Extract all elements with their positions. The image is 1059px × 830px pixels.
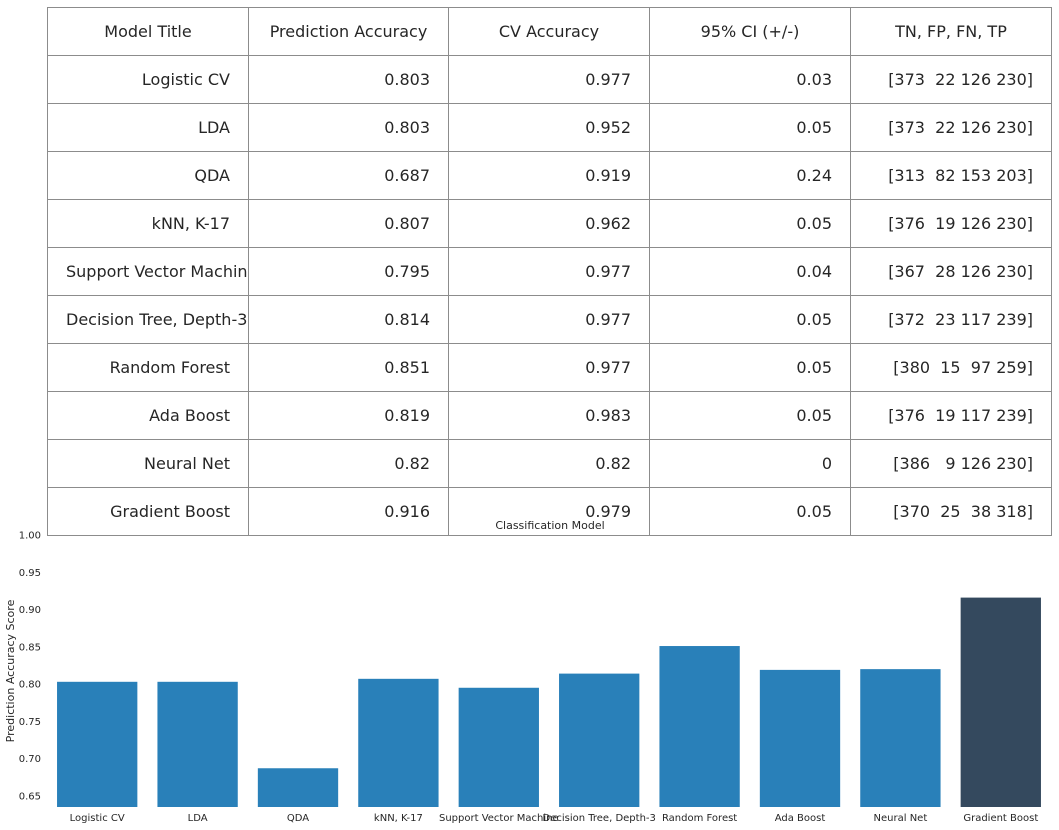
table-cell: [370 25 38 318]	[850, 487, 1052, 536]
table-cell: 0.82	[448, 439, 650, 488]
table-cell: [372 23 117 239]	[850, 295, 1052, 344]
table-cell: 0.05	[649, 343, 851, 392]
x-tick-label: Random Forest	[662, 813, 737, 824]
y-tick-labels: 0.65 0.70 0.75 0.80 0.85 0.90 0.95 1.00	[19, 531, 41, 803]
table-cell: 0.952	[448, 103, 650, 152]
table-cell: 0.04	[649, 247, 851, 296]
table-cell: LDA	[47, 103, 249, 152]
y-tick-label: 0.80	[19, 680, 41, 691]
table-cell: [373 22 126 230]	[850, 55, 1052, 104]
y-tick-label: 0.75	[19, 717, 41, 728]
table-row: QDA 0.687 0.919 0.24 [313 82 153 203]	[47, 151, 1052, 200]
y-tick-label: 0.70	[19, 754, 41, 765]
table-cell: 0.795	[248, 247, 449, 296]
table-cell: Random Forest	[47, 343, 249, 392]
results-table: Model Title Prediction Accuracy CV Accurac…	[47, 7, 1052, 536]
column-header: CV Accuracy	[448, 7, 650, 56]
table-cell: Ada Boost	[47, 391, 249, 440]
bar	[759, 669, 841, 807]
x-tick-label: Decision Tree, Depth-3	[543, 813, 656, 824]
x-tick-label: QDA	[287, 813, 309, 824]
table-cell: Decision Tree, Depth-3	[47, 295, 249, 344]
table-row: kNN, K-17 0.807 0.962 0.05 [376 19 126 230]	[47, 199, 1052, 248]
table-cell: Gradient Boost	[47, 487, 249, 536]
table-cell: 0	[649, 439, 851, 488]
table-cell: 0.977	[448, 247, 650, 296]
table-header-row: Model Title Prediction Accuracy CV Accurac…	[47, 7, 1052, 56]
table-cell: [376 19 117 239]	[850, 391, 1052, 440]
bar	[659, 646, 740, 807]
bar	[57, 681, 138, 807]
table-row: Ada Boost 0.819 0.983 0.05 [376 19 117 239]	[47, 391, 1052, 440]
table-cell: Logistic CV	[47, 55, 249, 104]
table-cell: 0.977	[448, 55, 650, 104]
table-cell: 0.919	[448, 151, 650, 200]
table-cell: 0.979	[448, 487, 650, 536]
table-cell: [373 22 126 230]	[850, 103, 1052, 152]
table-cell: Neural Net	[47, 439, 249, 488]
table-cell: 0.05	[649, 391, 851, 440]
x-tick-label: Neural Net	[874, 813, 928, 824]
table-cell: 0.803	[248, 103, 449, 152]
table-cell: 0.851	[248, 343, 449, 392]
x-tick-label: Gradient Boost	[963, 813, 1038, 824]
table-cell: 0.819	[248, 391, 449, 440]
table-cell: kNN, K-17	[47, 199, 249, 248]
bar	[358, 678, 439, 807]
table-cell: 0.814	[248, 295, 449, 344]
y-tick-label: 0.90	[19, 605, 41, 616]
x-tick-label: Support Vector Machine	[439, 813, 559, 824]
table-cell: [386 9 126 230]	[850, 439, 1052, 488]
table-cell: 0.807	[248, 199, 449, 248]
table-row: Gradient Boost 0.916 0.979 0.05 [370 25 38 3…	[47, 487, 1052, 536]
y-tick-label: 1.00	[19, 531, 41, 542]
y-axis-label: Prediction Accuracy Score	[4, 599, 17, 742]
bar	[157, 681, 238, 807]
table-cell: 0.05	[649, 103, 851, 152]
x-tick-label: Ada Boost	[775, 813, 826, 824]
table-cell: 0.82	[248, 439, 449, 488]
table-cell: 0.24	[649, 151, 851, 200]
y-tick-label: 0.85	[19, 642, 41, 653]
x-tick-label: Logistic CV	[70, 813, 125, 824]
column-header: Prediction Accuracy	[248, 7, 449, 56]
table-cell: 0.687	[248, 151, 449, 200]
table-cell: 0.05	[649, 487, 851, 536]
table-cell: [313 82 153 203]	[850, 151, 1052, 200]
table-cell: [376 19 126 230]	[850, 199, 1052, 248]
table-row: Logistic CV 0.803 0.977 0.03 [373 22 126 230…	[47, 55, 1052, 104]
y-tick-label: 0.65	[19, 791, 41, 802]
bar	[860, 669, 941, 807]
table-cell: 0.05	[649, 295, 851, 344]
table-cell: [380 15 97 259]	[850, 343, 1052, 392]
x-tick-label: kNN, K-17	[374, 813, 423, 824]
table-cell: 0.916	[248, 487, 449, 536]
table-cell: 0.05	[649, 199, 851, 248]
table-cell: 0.962	[448, 199, 650, 248]
table-row: LDA 0.803 0.952 0.05 [373 22 126 230]	[47, 103, 1052, 152]
table-row: Support Vector Machine 0.795 0.977 0.04 [367…	[47, 247, 1052, 296]
bars	[57, 597, 1041, 807]
x-tick-label: LDA	[188, 813, 208, 824]
column-header: Model Title	[47, 7, 249, 56]
table-cell: [367 28 126 230]	[850, 247, 1052, 296]
table-cell: 0.03	[649, 55, 851, 104]
table-cell: 0.803	[248, 55, 449, 104]
table-row: Decision Tree, Depth-3 0.814 0.977 0.05 [372…	[47, 295, 1052, 344]
table-row: Random Forest 0.851 0.977 0.05 [380 15 97 25…	[47, 343, 1052, 392]
bar	[559, 673, 640, 807]
table-cell: 0.977	[448, 295, 650, 344]
table-cell: 0.977	[448, 343, 650, 392]
bar	[960, 597, 1041, 807]
column-header: TN, FP, FN, TP	[850, 7, 1052, 56]
bar	[458, 687, 539, 807]
x-tick-labels: Logistic CV LDA QDA kNN, K-17 Support Vector…	[70, 813, 1039, 824]
table-row: Neural Net 0.82 0.82 0 [386 9 126 230]	[47, 439, 1052, 488]
table-cell: Support Vector Machine	[47, 247, 249, 296]
column-header: 95% CI (+/-)	[649, 7, 851, 56]
table-cell: 0.983	[448, 391, 650, 440]
bar	[257, 768, 339, 807]
table-cell: QDA	[47, 151, 249, 200]
y-tick-label: 0.95	[19, 568, 41, 579]
